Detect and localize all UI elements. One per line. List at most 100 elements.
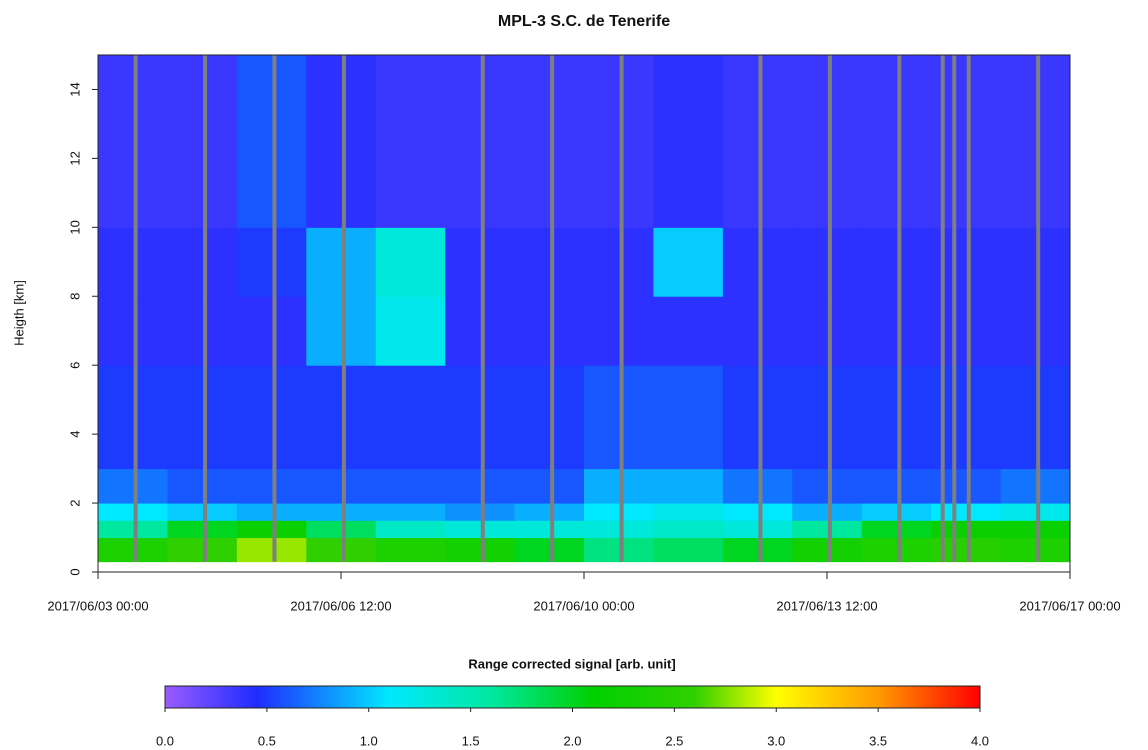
heatmap-cell bbox=[861, 55, 932, 228]
heatmap-cell bbox=[1000, 503, 1071, 521]
heatmap-cell bbox=[167, 296, 238, 366]
heatmap-cell bbox=[514, 365, 585, 470]
heatmap-cell bbox=[236, 365, 307, 470]
y-tick-label: 10 bbox=[67, 220, 82, 234]
heatmap-cell bbox=[445, 55, 516, 228]
colorbar-tick-label: 1.0 bbox=[360, 733, 378, 748]
heatmap-cell bbox=[236, 227, 307, 297]
heatmap-cell bbox=[584, 537, 654, 563]
heatmap-cell bbox=[931, 503, 1002, 521]
heatmap-cell bbox=[375, 503, 446, 521]
heatmap-cell bbox=[514, 468, 585, 504]
colorbar-tick-label: 3.0 bbox=[767, 733, 785, 748]
colorbar-tick-label: 2.0 bbox=[563, 733, 581, 748]
heatmap-cell bbox=[98, 296, 168, 366]
heatmap-cell bbox=[584, 503, 654, 521]
heatmap-cell bbox=[722, 468, 793, 504]
heatmap-cell bbox=[792, 503, 863, 521]
y-tick-label: 8 bbox=[67, 293, 82, 300]
y-tick-label: 14 bbox=[67, 82, 82, 96]
heatmap-cell bbox=[653, 296, 724, 366]
heatmap-cell bbox=[861, 365, 932, 470]
heatmap-cell bbox=[98, 365, 168, 470]
heatmap-cell bbox=[861, 537, 932, 563]
heatmap-cell bbox=[375, 537, 446, 563]
x-tick-label: 2017/06/10 00:00 bbox=[533, 598, 634, 613]
heatmap-cell bbox=[584, 520, 654, 539]
heatmap-cell bbox=[722, 503, 793, 521]
heatmap-cell bbox=[1000, 468, 1071, 504]
heatmap-cell bbox=[98, 503, 168, 521]
colorbar-tick-label: 1.5 bbox=[462, 733, 480, 748]
heatmap-cell bbox=[98, 520, 168, 539]
heatmap-cell bbox=[1000, 296, 1071, 366]
heatmap-cell bbox=[584, 55, 654, 228]
heatmap-cell bbox=[236, 468, 307, 504]
colorbar bbox=[164, 685, 981, 709]
heatmap-cell bbox=[306, 537, 377, 563]
heatmap-cell bbox=[653, 503, 724, 521]
heatmap-cell bbox=[1000, 537, 1071, 563]
heatmap-cell bbox=[167, 503, 238, 521]
heatmap-cell bbox=[653, 468, 724, 504]
x-tick-label: 2017/06/03 00:00 bbox=[47, 598, 148, 613]
heatmap-cell bbox=[861, 503, 932, 521]
heatmap-cell bbox=[306, 227, 377, 297]
heatmap-cell bbox=[375, 520, 446, 539]
heatmap-cell bbox=[722, 365, 793, 470]
heatmap-cell bbox=[1000, 520, 1071, 539]
heatmap-cell bbox=[514, 55, 585, 228]
heatmap-cell bbox=[653, 55, 724, 228]
heatmap-cell bbox=[98, 468, 168, 504]
heatmap-cell bbox=[167, 520, 238, 539]
heatmap-cell bbox=[167, 468, 238, 504]
heatmap-cell bbox=[861, 296, 932, 366]
heatmap-cell bbox=[722, 537, 793, 563]
heatmap-cell bbox=[1000, 365, 1071, 470]
heatmap-cell bbox=[98, 537, 168, 563]
heatmap-cell bbox=[792, 227, 863, 297]
heatmap-cell bbox=[98, 55, 168, 228]
x-tick-label: 2017/06/06 12:00 bbox=[290, 598, 391, 613]
heatmap-cell bbox=[167, 55, 238, 228]
colorbar-tick-label: 0.0 bbox=[156, 733, 174, 748]
heatmap-cell bbox=[445, 296, 516, 366]
heatmap-cell bbox=[306, 503, 377, 521]
heatmap-cell bbox=[792, 296, 863, 366]
heatmap-cell bbox=[1000, 227, 1071, 297]
heatmap-cell bbox=[792, 468, 863, 504]
heatmap-cell bbox=[514, 296, 585, 366]
heatmap-cell bbox=[584, 468, 654, 504]
heatmap-cell bbox=[931, 520, 1002, 539]
heatmap-cell bbox=[722, 55, 793, 228]
heatmap-cell bbox=[375, 227, 446, 297]
x-tick-label: 2017/06/13 12:00 bbox=[776, 598, 877, 613]
heatmap-cell bbox=[375, 468, 446, 504]
heatmap-cell bbox=[861, 520, 932, 539]
y-tick-label: 6 bbox=[67, 362, 82, 369]
heatmap-cell bbox=[1000, 55, 1071, 228]
y-tick-label: 4 bbox=[67, 431, 82, 438]
heatmap-cell bbox=[306, 520, 377, 539]
heatmap-cell bbox=[98, 227, 168, 297]
heatmap-cell bbox=[306, 55, 377, 228]
heatmap-cell bbox=[306, 365, 377, 470]
heatmap-cell bbox=[375, 365, 446, 470]
heatmap-cell bbox=[653, 365, 724, 470]
heatmap-cell bbox=[445, 537, 516, 563]
heatmap-cell bbox=[306, 296, 377, 366]
heatmap-cell bbox=[236, 520, 307, 539]
heatmap-cell bbox=[236, 537, 307, 563]
heatmap-cell bbox=[514, 227, 585, 297]
heatmap-cell bbox=[236, 296, 307, 366]
y-tick-label: 2 bbox=[67, 499, 82, 506]
heatmap-cell bbox=[445, 365, 516, 470]
colorbar-tick-label: 3.5 bbox=[869, 733, 887, 748]
y-tick-label: 12 bbox=[67, 151, 82, 165]
heatmap-cell bbox=[167, 537, 238, 563]
heatmap-cell bbox=[653, 520, 724, 539]
chart-title: MPL-3 S.C. de Tenerife bbox=[498, 13, 670, 30]
colorbar-tick-label: 0.5 bbox=[258, 733, 276, 748]
